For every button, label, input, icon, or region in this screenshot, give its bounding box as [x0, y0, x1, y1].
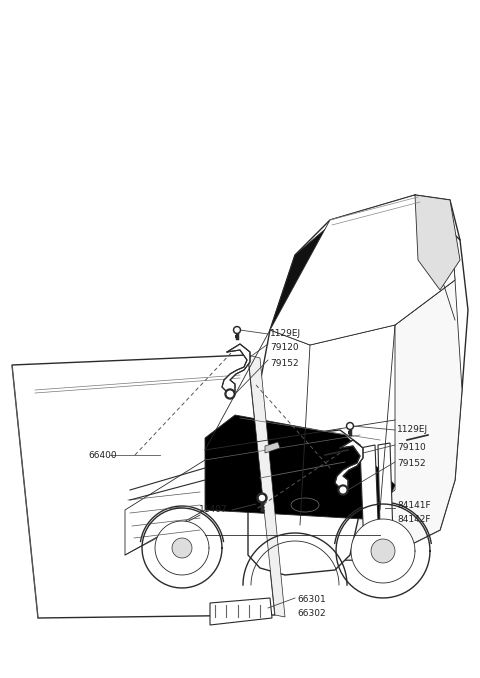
- Polygon shape: [378, 443, 394, 570]
- Polygon shape: [360, 445, 380, 573]
- Polygon shape: [270, 195, 455, 345]
- Polygon shape: [265, 442, 280, 453]
- Circle shape: [347, 422, 353, 429]
- Polygon shape: [248, 430, 360, 575]
- Circle shape: [340, 487, 346, 493]
- Polygon shape: [248, 355, 285, 617]
- Text: 1129EJ: 1129EJ: [397, 426, 428, 435]
- Text: 79110: 79110: [397, 443, 426, 452]
- Polygon shape: [205, 415, 395, 520]
- Polygon shape: [371, 539, 395, 563]
- Circle shape: [257, 493, 267, 503]
- Text: 79120: 79120: [270, 344, 299, 353]
- Circle shape: [348, 424, 352, 428]
- Circle shape: [235, 328, 239, 332]
- Circle shape: [227, 391, 233, 397]
- Text: 66302: 66302: [297, 610, 325, 618]
- Circle shape: [338, 485, 348, 495]
- Bar: [235, 335, 239, 338]
- Text: 1129EJ: 1129EJ: [270, 330, 301, 338]
- Text: 79152: 79152: [270, 359, 299, 369]
- Polygon shape: [125, 195, 468, 560]
- Polygon shape: [415, 195, 460, 290]
- Bar: [348, 431, 352, 434]
- Circle shape: [225, 389, 235, 399]
- Polygon shape: [172, 538, 192, 558]
- Polygon shape: [125, 460, 205, 555]
- Circle shape: [260, 496, 264, 500]
- Circle shape: [233, 327, 240, 334]
- Polygon shape: [270, 198, 455, 345]
- Polygon shape: [210, 598, 272, 625]
- Polygon shape: [12, 355, 275, 618]
- Polygon shape: [222, 344, 250, 392]
- Text: 79152: 79152: [397, 460, 426, 468]
- Text: 66400: 66400: [88, 450, 117, 460]
- Polygon shape: [155, 521, 209, 575]
- Polygon shape: [300, 280, 462, 560]
- Polygon shape: [351, 519, 415, 583]
- Text: 11407: 11407: [199, 506, 228, 515]
- Polygon shape: [335, 440, 363, 488]
- Text: 84141F: 84141F: [397, 500, 431, 509]
- Text: 84142F: 84142F: [397, 515, 431, 525]
- Text: 66301: 66301: [297, 595, 326, 605]
